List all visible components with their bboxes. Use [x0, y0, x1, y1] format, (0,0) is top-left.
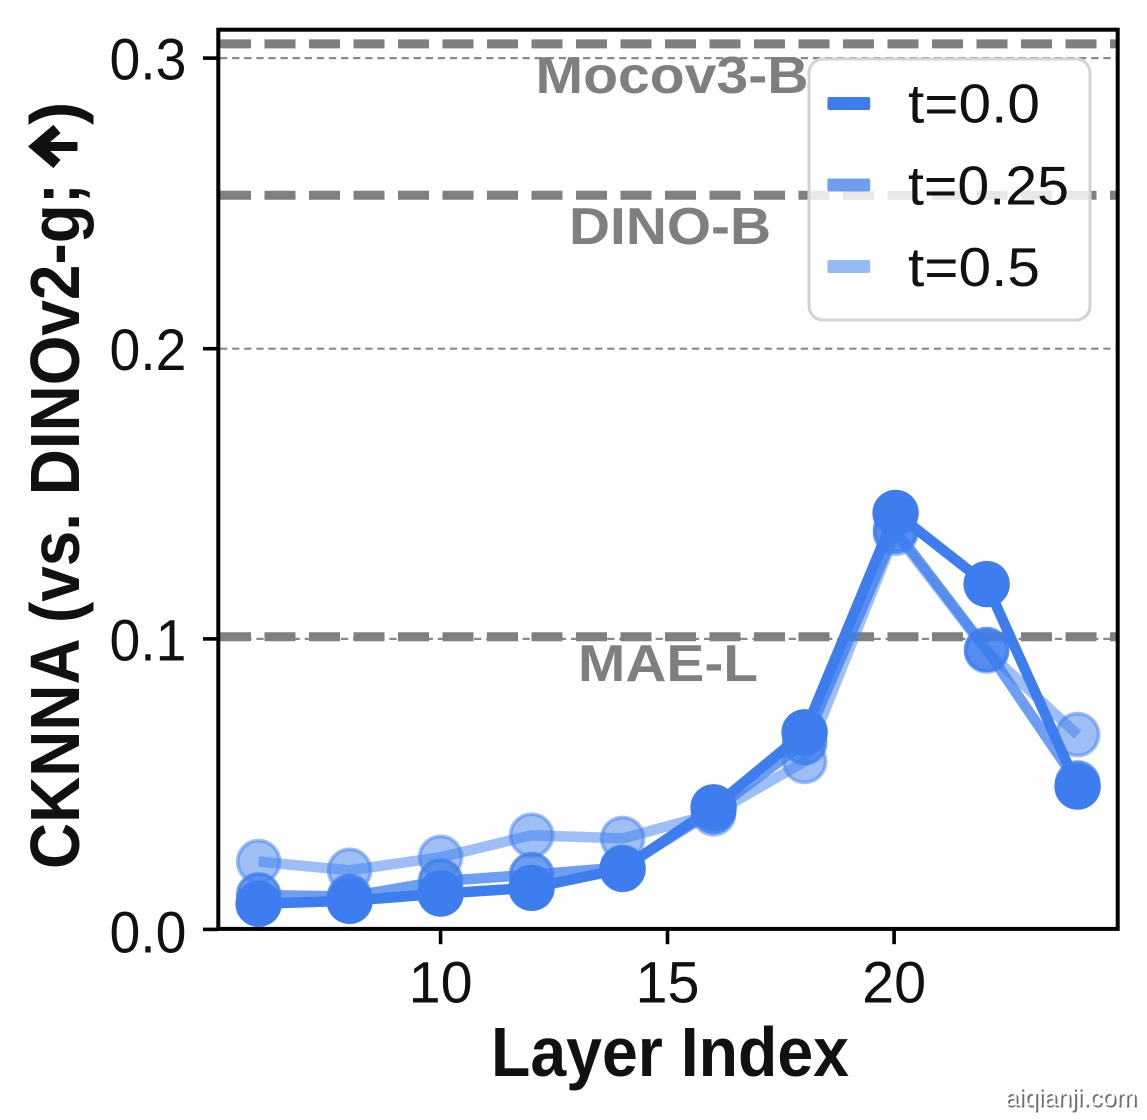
- svg-text:MAE-L: MAE-L: [578, 635, 758, 693]
- svg-text:t=0.5: t=0.5: [908, 236, 1040, 298]
- svg-text:0.0: 0.0: [110, 901, 187, 966]
- svg-text:0.3: 0.3: [110, 27, 187, 92]
- svg-text:CKNNA (vs. DINOv2-g;: CKNNA (vs. DINOv2-g;: [16, 183, 94, 869]
- svg-text:t=0.25: t=0.25: [908, 155, 1069, 217]
- svg-text:): ): [16, 102, 94, 125]
- svg-text:10: 10: [409, 951, 473, 1016]
- svg-text:t=0.0: t=0.0: [908, 73, 1040, 135]
- svg-text:20: 20: [862, 951, 926, 1016]
- svg-text:Mocov3-B: Mocov3-B: [536, 47, 809, 105]
- svg-text:DINO-B: DINO-B: [569, 198, 771, 256]
- svg-text:0.1: 0.1: [110, 608, 187, 673]
- svg-text:0.2: 0.2: [110, 318, 187, 383]
- svg-text:Layer Index: Layer Index: [491, 1013, 849, 1091]
- svg-text:aiqianji.com: aiqianji.com: [1006, 1086, 1138, 1114]
- svg-text:aiqianji.com: aiqianji.com: [1005, 1084, 1137, 1112]
- svg-text:15: 15: [636, 951, 700, 1016]
